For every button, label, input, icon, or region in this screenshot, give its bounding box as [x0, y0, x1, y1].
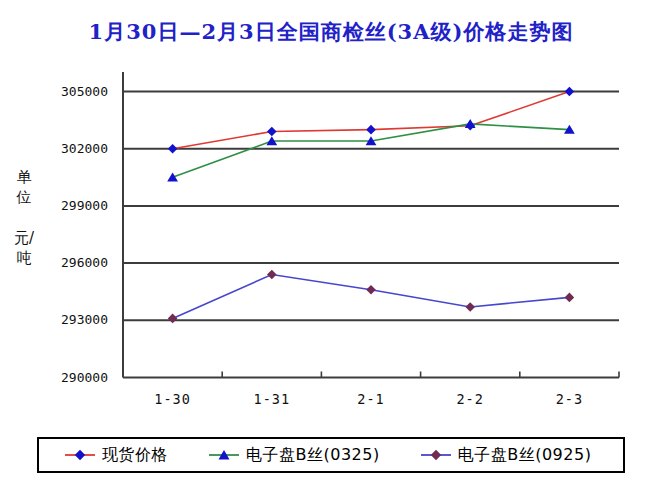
plot-area [0, 0, 662, 488]
y-tick-label: 305000 [28, 84, 108, 99]
y-tick-label: 290000 [28, 370, 108, 385]
legend-label: 电子盘B丝(0325) [246, 445, 380, 466]
y-tick-label: 293000 [28, 312, 108, 327]
chart-container: 1月30日—2月3日全国商检丝(3A级)价格走势图 单位 元/吨 2900002… [0, 0, 662, 488]
legend: 现货价格 电子盘B丝(0325) 电子盘B丝(0925) [37, 437, 625, 473]
y-tick-label: 296000 [28, 255, 108, 270]
x-tick-label: 1-31 [236, 391, 308, 407]
legend-item-b-silk-0925: 电子盘B丝(0925) [420, 445, 592, 466]
legend-diamond-marker-icon [420, 448, 452, 462]
legend-item-b-silk-0325: 电子盘B丝(0325) [208, 445, 380, 466]
x-tick-label: 1-30 [137, 391, 209, 407]
y-tick-label: 299000 [28, 198, 108, 213]
x-tick-label: 2-2 [434, 391, 506, 407]
legend-item-spot-price: 现货价格 [64, 445, 168, 466]
legend-triangle-marker-icon [208, 448, 240, 462]
legend-diamond-marker-icon [64, 448, 96, 462]
legend-label: 现货价格 [102, 445, 168, 466]
legend-label: 电子盘B丝(0925) [458, 445, 592, 466]
y-tick-label: 302000 [28, 141, 108, 156]
x-tick-label: 2-3 [533, 391, 605, 407]
x-tick-label: 2-1 [335, 391, 407, 407]
